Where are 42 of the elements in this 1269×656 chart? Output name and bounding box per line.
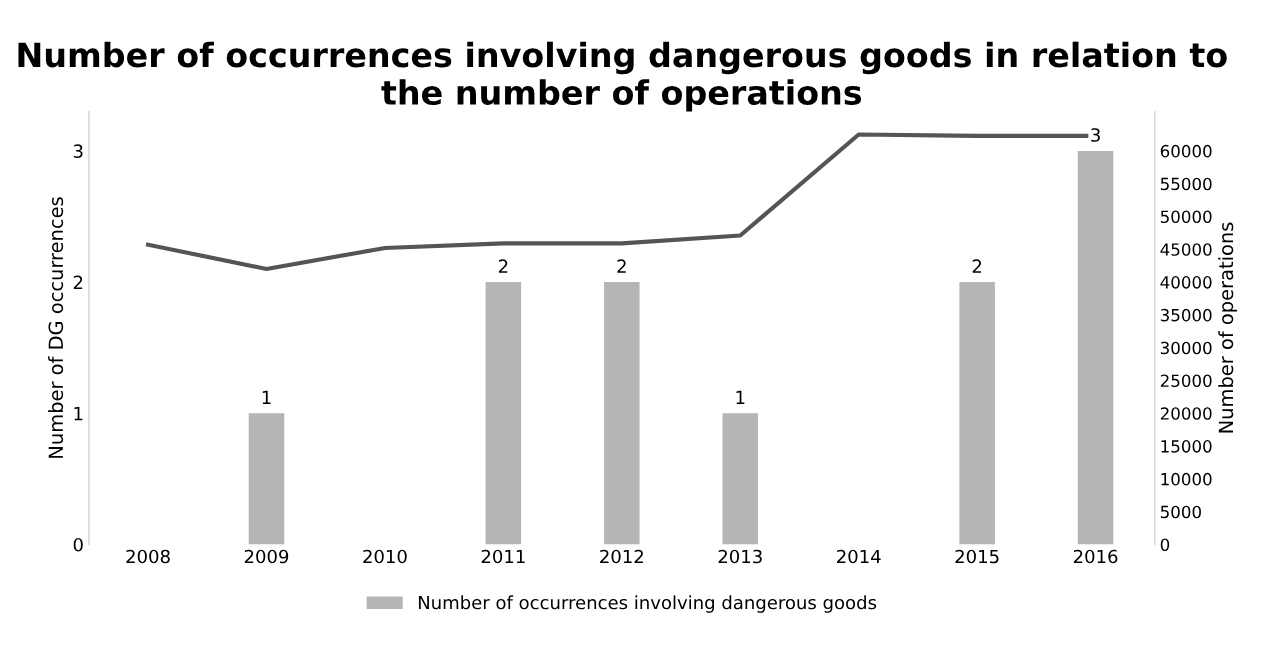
chart-title: Number of occurrences involving dangerous goods in relation to the number of operations	[18, 41, 1227, 112]
x-tick-label: 2010	[363, 549, 407, 564]
x-tick-label: 2014	[837, 549, 881, 564]
data-label: 2	[972, 259, 982, 273]
y2-tick-label: 60000	[1160, 144, 1212, 158]
y2-tick-label: 40000	[1160, 276, 1212, 289]
bar	[722, 413, 759, 545]
y2-tick-label: 15000	[1161, 440, 1212, 453]
x-tick-label: 2012	[600, 549, 643, 564]
y-tick-label: 0	[73, 537, 83, 552]
bar	[1077, 150, 1114, 545]
y2-tick-label: 25000	[1160, 374, 1212, 388]
bar	[485, 282, 522, 545]
y2-axis-title: Number of operations	[1218, 222, 1238, 433]
y2-tick-label: 30000	[1160, 341, 1212, 355]
y2-tick-label: 0	[1160, 538, 1170, 552]
y-axis-title: Number of DG occurrences	[48, 197, 64, 458]
y-tick-label: 1	[74, 406, 83, 421]
y2-tick-label: 55000	[1160, 177, 1212, 191]
data-label: 3	[1091, 128, 1100, 142]
data-label: 2	[498, 259, 508, 273]
bar	[959, 282, 995, 545]
data-label: 1	[736, 390, 745, 404]
y2-tick-label: 35000	[1160, 308, 1212, 322]
x-tick-label: 2015	[955, 549, 999, 564]
data-label: 1	[262, 390, 271, 404]
y2-tick-label: 20000	[1160, 407, 1212, 420]
y2-tick-label: 5000	[1160, 505, 1201, 519]
y2-tick-label: 50000	[1160, 210, 1212, 224]
x-tick-label: 2011	[481, 549, 525, 564]
y-tick-label: 3	[73, 144, 83, 158]
bar	[248, 413, 285, 545]
data-label: 2	[617, 259, 626, 273]
y2-tick-label: 45000	[1160, 243, 1212, 256]
y-tick-label: 2	[73, 275, 83, 289]
x-tick-label: 2016	[1073, 549, 1118, 564]
y2-tick-label: 10000	[1161, 472, 1212, 486]
x-tick-label: 2013	[718, 549, 762, 564]
x-tick-label: 2008	[126, 549, 170, 564]
x-tick-label: 2009	[244, 549, 289, 564]
bar	[604, 282, 640, 545]
legend-label: Number of occurrences involving dangerous goods	[418, 595, 877, 613]
